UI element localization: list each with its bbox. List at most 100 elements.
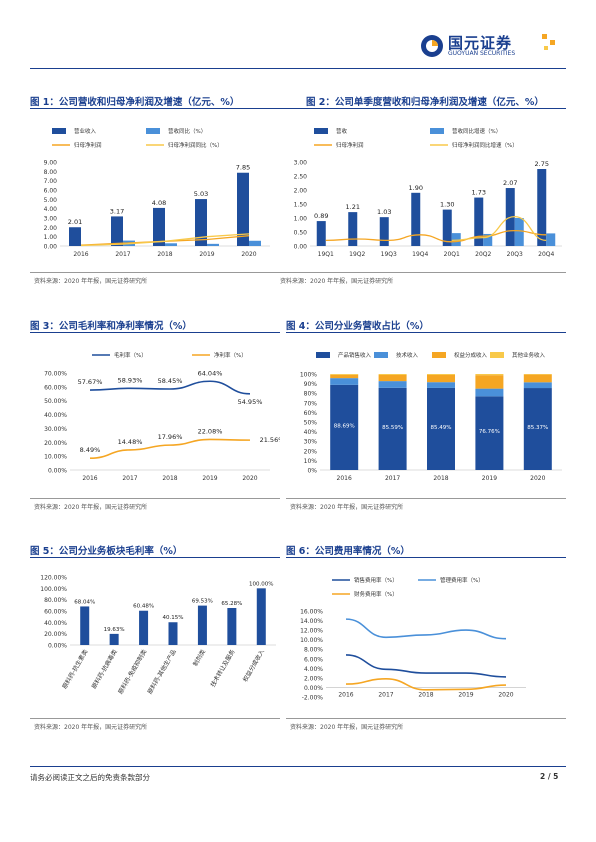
data-label: 57.67% — [78, 378, 103, 386]
y-tick-label: 6.00 — [44, 188, 58, 195]
y-tick-label: 4.00% — [304, 666, 323, 673]
data-label: 0.89 — [314, 212, 328, 220]
net-profit-line — [325, 229, 547, 243]
chart-segment-margin: 0.00% 20.00% 40.00% 60.00% 80.00% 100.00% 120.… — [40, 575, 276, 695]
x-tick-label: 2017 — [378, 691, 393, 698]
fig1-source-line — [30, 272, 276, 273]
data-label: 54.95% — [238, 398, 263, 406]
fig4-title-line — [286, 332, 566, 333]
legend-label: 管理费用率（%） — [440, 576, 484, 584]
data-label: 1.73 — [472, 189, 486, 197]
revenue-bar — [537, 169, 547, 246]
y-tick-label: 3.00 — [294, 160, 308, 167]
stacked-bar-segment — [427, 374, 455, 375]
y-tick-label: 30.00% — [44, 426, 67, 433]
revenue-bar — [474, 197, 484, 246]
stacked-bar-segment — [427, 387, 455, 470]
y-tick-label: 4.00 — [44, 206, 58, 213]
x-tick-label: 19Q2 — [349, 251, 365, 258]
y-tick-label: 120.00% — [40, 575, 67, 582]
margin-bar — [227, 608, 237, 645]
growth-bar — [546, 233, 556, 246]
footer-divider — [30, 766, 566, 767]
legend-swatch — [314, 128, 328, 134]
x-tick-label: 2017 — [385, 475, 400, 482]
logo-icon — [421, 35, 443, 57]
legend-swatch — [52, 128, 66, 134]
legend-label: 归母净利润 — [74, 141, 102, 149]
data-label: 5.03 — [194, 190, 208, 198]
x-tick-label: 2019 — [202, 475, 217, 482]
fig3-title-line — [30, 332, 280, 333]
y-tick-label: 12.00% — [300, 628, 323, 635]
y-tick-label: 0% — [307, 468, 317, 475]
y-tick-label: 0.00% — [48, 643, 67, 650]
x-tick-label: 2018 — [433, 475, 448, 482]
fig6-source-line — [286, 718, 566, 719]
y-tick-label: 40% — [304, 429, 318, 436]
legend-label: 销售费用率（%） — [354, 576, 398, 584]
legend-swatch — [146, 128, 160, 134]
y-tick-label: 30% — [304, 439, 318, 446]
y-tick-label: 9.00 — [44, 160, 58, 167]
chart-margins: 毛利率（%） 净利率（%） 0.00% 10.00% 20.00% 30.00% 40.00… — [44, 351, 280, 482]
y-tick-label: 5.00 — [44, 197, 58, 204]
data-label: 58.45% — [158, 377, 183, 385]
data-label: 4.08 — [152, 199, 166, 207]
y-tick-label: 20% — [304, 448, 318, 455]
legend-label: 营收同比（%） — [168, 127, 206, 135]
x-tick-label: 原料药-抗生素类 — [60, 648, 89, 690]
legend-label: 归母净利润同比（%） — [168, 141, 223, 149]
revenue-bar — [379, 217, 389, 246]
company-logo: 国元证券 GUOYUAN SECURITIES — [420, 32, 540, 62]
fig2-title-line — [276, 108, 566, 109]
x-tick-label: 20Q2 — [475, 251, 491, 258]
legend-label: 归母净利润 — [336, 141, 364, 149]
chart-revenue-quarterly: 营收 营收同比增速（%） 归母净利润 归母净利润同比增速（%） 0.00 0.50 1.00… — [294, 127, 562, 258]
revenue-bar — [111, 216, 123, 246]
revenue-bar — [69, 227, 81, 246]
data-label: 65.28% — [221, 601, 242, 607]
y-tick-label: 10% — [304, 458, 318, 465]
legend-label: 营收同比增速（%） — [452, 127, 501, 135]
x-tick-label: 20Q3 — [507, 251, 523, 258]
data-label: 1.03 — [377, 208, 391, 216]
data-label: 60.48% — [133, 604, 154, 610]
legend-swatch — [374, 352, 388, 358]
data-label: 76.76% — [479, 429, 500, 435]
x-tick-label: 2016 — [337, 475, 352, 482]
data-label: 3.17 — [110, 207, 124, 215]
legend-label: 毛利率（%） — [114, 351, 147, 359]
margin-bar — [168, 622, 178, 645]
y-tick-label: 0.50 — [294, 230, 308, 237]
fig2-title: 图 2：公司单季度营收和归母净利润及增速（亿元、%） — [306, 97, 544, 108]
net-profit-growth-line — [80, 233, 250, 247]
data-label: 1.30 — [440, 201, 454, 209]
legend-label: 其他业务收入 — [512, 351, 546, 359]
series-line — [89, 380, 251, 395]
legend-swatch — [490, 352, 504, 358]
x-tick-label: 技术转让及服务 — [209, 648, 237, 688]
x-tick-label: 原料药-其他生产品 — [146, 648, 178, 695]
data-label: 8.49% — [80, 446, 101, 454]
net-profit-growth-line — [451, 215, 547, 242]
data-label: 1.90 — [409, 184, 423, 192]
stacked-bar-segment — [475, 388, 504, 397]
logo-text-en: GUOYUAN SECURITIES — [448, 50, 516, 57]
x-tick-label: 原料药-抗病毒类 — [90, 648, 119, 690]
fig1-source: 资料来源：2020 年年报，国元证券研究所 — [34, 278, 148, 285]
margin-bar — [109, 633, 119, 645]
data-label: 2.75 — [535, 160, 549, 168]
revenue-bar — [237, 172, 249, 246]
header-divider — [30, 68, 566, 69]
data-label: 21.56% — [260, 436, 280, 444]
fig5-source-line — [30, 718, 280, 719]
fig6-source: 资料来源：2020 年年报，国元证券研究所 — [290, 724, 404, 731]
x-tick-label: 20Q4 — [538, 251, 554, 258]
fig4-title: 图 4：公司分业务营收占比（%） — [286, 321, 429, 332]
page-number: 2 / 5 — [540, 772, 559, 781]
data-label: 22.08% — [198, 427, 223, 435]
y-tick-label: 20.00% — [44, 631, 67, 638]
y-tick-label: 100% — [300, 372, 317, 379]
data-label: 2.01 — [68, 218, 82, 226]
